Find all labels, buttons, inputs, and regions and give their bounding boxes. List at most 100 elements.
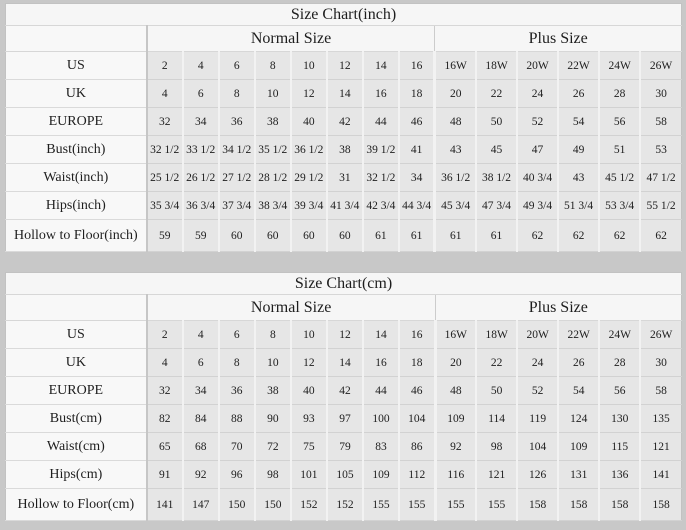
size-value-cell: 105: [325, 460, 363, 489]
size-value-cell: 22W: [557, 320, 600, 349]
size-value-cell: 124: [557, 404, 600, 433]
size-value-cell: 37 3/4: [217, 191, 255, 220]
size-value-cell: 12: [289, 348, 327, 377]
size-value-cell: 44: [361, 376, 400, 405]
size-value-cell: 45 1/2: [598, 163, 641, 192]
row-label: US: [5, 320, 147, 349]
size-value-cell: 55 1/2: [639, 191, 682, 220]
size-value-cell: 43: [557, 163, 600, 192]
table-row-europe: EUROPE 32 34 36 38 40 42 44 46 48 50 52 54 56 58: [5, 376, 682, 405]
size-value-cell: 158: [557, 488, 600, 521]
size-value-cell: 60: [289, 219, 327, 252]
row-label: Waist(inch): [5, 163, 147, 192]
size-value-cell: 56: [598, 107, 641, 136]
normal-size-header: Normal Size: [145, 25, 435, 52]
size-value-cell: 24: [516, 79, 559, 108]
plus-size-header: Plus Size: [434, 294, 682, 321]
table-body: US 2 4 6 8 10 12 14 16 16W 18W 20W 22W 24W 26W UK 4 6 8 10 1…: [5, 51, 682, 252]
size-value-cell: 62: [516, 219, 559, 252]
size-value-cell: 46: [397, 107, 435, 136]
size-value-cell: 26: [557, 79, 600, 108]
table-row-waist-inch: Waist(inch) 25 1/2 26 1/2 27 1/2 28 1/2 29 1/…: [5, 163, 682, 192]
size-value-cell: 45: [474, 135, 518, 164]
size-value-cell: 12: [325, 320, 363, 349]
size-value-cell: 16: [397, 51, 435, 80]
size-value-cell: 25 1/2: [145, 163, 183, 192]
size-value-cell: 52: [516, 376, 559, 405]
size-value-cell: 147: [181, 488, 219, 521]
size-value-cell: 88: [217, 404, 255, 433]
corner-cell: [5, 294, 147, 321]
size-chart-cm-table: Size Chart(cm) Normal Size Plus Size US 2…: [5, 272, 682, 521]
size-value-cell: 109: [557, 432, 600, 461]
size-value-cell: 100: [361, 404, 400, 433]
size-value-cell: 49: [557, 135, 600, 164]
size-value-cell: 10: [289, 51, 327, 80]
size-value-cell: 26 1/2: [181, 163, 219, 192]
size-value-cell: 155: [361, 488, 400, 521]
size-value-cell: 40 3/4: [516, 163, 559, 192]
size-value-cell: 8: [217, 79, 255, 108]
size-value-cell: 104: [516, 432, 559, 461]
size-value-cell: 150: [253, 488, 291, 521]
size-value-cell: 50: [475, 376, 518, 405]
size-value-cell: 93: [289, 404, 327, 433]
size-value-cell: 72: [253, 432, 291, 461]
size-value-cell: 38 3/4: [253, 191, 291, 220]
size-value-cell: 46: [398, 376, 436, 405]
size-value-cell: 68: [181, 432, 219, 461]
size-value-cell: 61: [433, 219, 476, 252]
size-value-cell: 27 1/2: [217, 163, 255, 192]
size-value-cell: 45 3/4: [433, 191, 476, 220]
size-value-cell: 126: [516, 460, 559, 489]
size-value-cell: 58: [639, 376, 682, 405]
size-value-cell: 70: [217, 432, 255, 461]
size-value-cell: 44: [361, 107, 399, 136]
size-value-cell: 18W: [475, 320, 518, 349]
size-value-cell: 18: [398, 348, 436, 377]
size-value-cell: 158: [516, 488, 559, 521]
size-value-cell: 2: [145, 320, 183, 349]
size-value-cell: 65: [145, 432, 183, 461]
size-value-cell: 60: [325, 219, 363, 252]
size-value-cell: 41: [397, 135, 435, 164]
size-chart-cm-section: Size Chart(cm) Normal Size Plus Size US 2…: [5, 272, 682, 521]
size-value-cell: 34: [397, 163, 435, 192]
size-value-cell: 6: [217, 320, 255, 349]
size-value-cell: 155: [433, 488, 477, 521]
row-label: Waist(cm): [5, 432, 147, 461]
size-value-cell: 155: [475, 488, 518, 521]
row-label: EUROPE: [5, 107, 147, 136]
size-value-cell: 30: [639, 348, 682, 377]
normal-size-header: Normal Size: [145, 294, 436, 321]
size-value-cell: 8: [253, 320, 291, 349]
size-value-cell: 152: [325, 488, 363, 521]
row-label: Bust(cm): [5, 404, 147, 433]
size-value-cell: 18W: [474, 51, 518, 80]
size-value-cell: 44 3/4: [397, 191, 435, 220]
size-value-cell: 141: [639, 460, 682, 489]
size-value-cell: 28 1/2: [253, 163, 291, 192]
size-value-cell: 22W: [557, 51, 600, 80]
size-value-cell: 4: [145, 79, 183, 108]
size-value-cell: 14: [361, 51, 399, 80]
size-value-cell: 92: [181, 460, 219, 489]
size-value-cell: 4: [145, 348, 183, 377]
size-value-cell: 62: [598, 219, 641, 252]
size-value-cell: 16: [361, 348, 400, 377]
row-label: Hips(inch): [5, 191, 147, 220]
size-value-cell: 24W: [598, 320, 641, 349]
size-value-cell: 51 3/4: [557, 191, 600, 220]
size-value-cell: 26W: [639, 320, 682, 349]
size-value-cell: 42 3/4: [361, 191, 399, 220]
size-value-cell: 158: [598, 488, 641, 521]
size-value-cell: 4: [181, 320, 219, 349]
size-value-cell: 47: [516, 135, 559, 164]
size-value-cell: 36 1/2: [289, 135, 327, 164]
size-value-cell: 61: [474, 219, 518, 252]
size-value-cell: 42: [325, 376, 363, 405]
size-value-cell: 6: [181, 79, 219, 108]
size-value-cell: 50: [474, 107, 518, 136]
size-value-cell: 6: [181, 348, 219, 377]
table-row-uk: UK 4 6 8 10 12 14 16 18 20 22 24 26 28 30: [5, 348, 682, 377]
